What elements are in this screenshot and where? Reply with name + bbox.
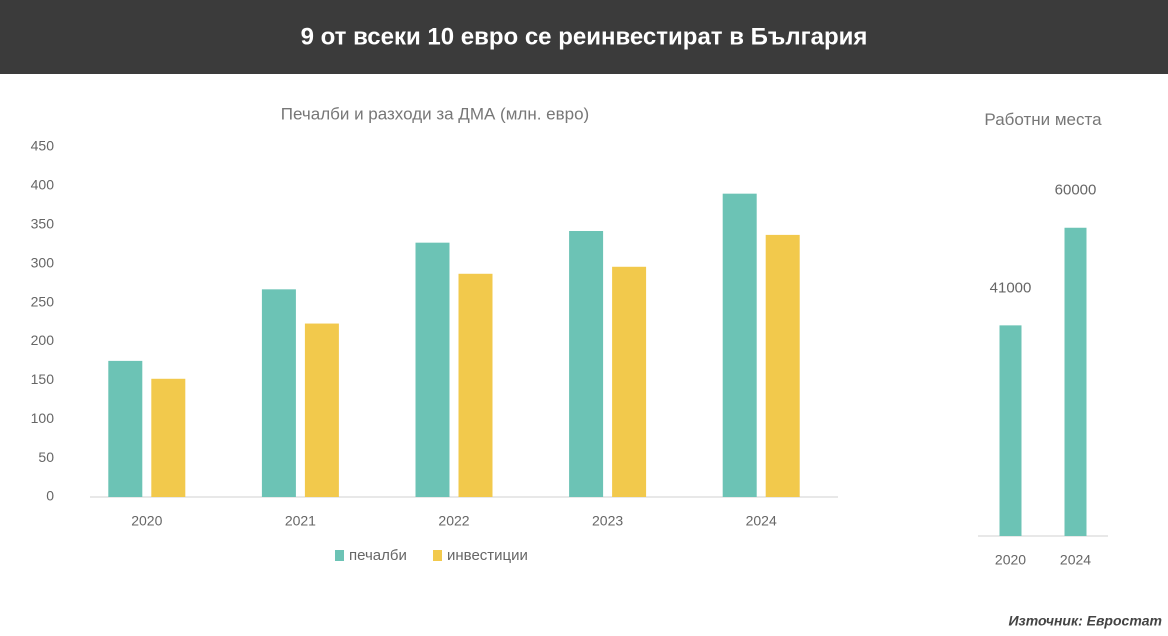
chart-title: Печалби и разходи за ДМА (млн. евро) (281, 104, 589, 123)
y-tick-label: 150 (31, 371, 55, 387)
bar (722, 193, 757, 497)
x-tick-label: 2020 (131, 513, 162, 529)
y-tick-label: 0 (46, 488, 54, 504)
y-tick-label: 100 (31, 410, 55, 426)
data-label: 60000 (1055, 182, 1097, 199)
y-tick-label: 50 (38, 449, 54, 465)
x-tick-label: 2021 (285, 513, 316, 529)
bar (415, 242, 450, 497)
y-tick-label: 450 (31, 138, 55, 154)
y-tick-label: 200 (31, 332, 55, 348)
bar (108, 360, 143, 497)
header-bar (0, 0, 1168, 74)
x-tick-label: 2022 (438, 513, 469, 529)
legend-label: печалби (349, 547, 407, 564)
bar (569, 231, 604, 497)
y-tick-label: 350 (31, 215, 55, 231)
bar (304, 323, 339, 497)
chart-title-frame: Работни места (984, 110, 1102, 129)
bar (612, 266, 647, 497)
header-title: 9 от всеки 10 евро се реинвестират в Бъл… (301, 23, 868, 50)
bar (1064, 227, 1087, 536)
x-tick-label: 2024 (1060, 552, 1091, 568)
x-tick-label: 2024 (746, 513, 777, 529)
y-tick-label: 250 (31, 293, 55, 309)
chart-title: Работни места (984, 110, 1102, 129)
y-tick-label: 400 (31, 177, 55, 193)
bar (151, 378, 186, 497)
bar (765, 234, 800, 497)
bar (999, 325, 1022, 536)
legend-label: инвестиции (447, 547, 528, 564)
legend-swatch (433, 550, 442, 561)
x-tick-label: 2023 (592, 513, 623, 529)
bar (261, 289, 296, 497)
data-label: 41000 (990, 279, 1032, 296)
bar (458, 273, 493, 497)
legend-swatch (335, 550, 344, 561)
y-tick-label: 300 (31, 254, 55, 270)
x-tick-label: 2020 (995, 552, 1026, 568)
source: Източник: Евростат (1008, 613, 1162, 629)
